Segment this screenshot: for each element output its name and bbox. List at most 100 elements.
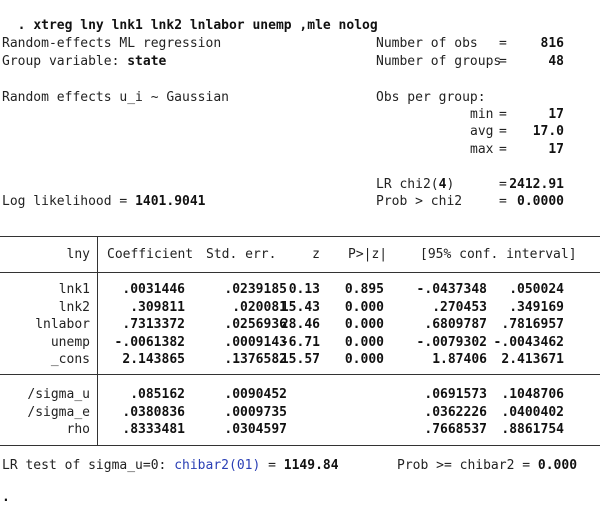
aux-row-label: /sigma_e <box>27 404 90 420</box>
ci-low-cell: .270453 <box>432 299 487 315</box>
prob-chi2-eq: = <box>499 194 507 209</box>
z-cell: 0.13 <box>288 282 320 297</box>
lr-chi2-label: LR chi2(4) <box>376 177 454 193</box>
col-header-ci: [95% conf. interval] <box>420 247 577 262</box>
row-label: unemp <box>50 334 90 350</box>
lr-test-label: LR test of sigma_u=0: <box>2 458 167 473</box>
ci-low-cell: .6809787 <box>424 317 487 333</box>
table-top-rule <box>0 236 600 237</box>
regression-title: Random-effects ML regression <box>2 36 222 51</box>
p-cell: 0.000 <box>344 334 384 350</box>
aux-row-label: rho <box>66 422 90 438</box>
lr-chi2-eq: = <box>499 177 507 192</box>
p-cell: 0.895 <box>344 282 384 297</box>
row-label: _cons <box>50 352 90 368</box>
coef-cell: -.0061382 <box>114 334 185 350</box>
random-effects-dist: Random effects u_i ~ Gaussian <box>2 90 229 105</box>
col-header-coef: Coefficient <box>107 247 194 262</box>
table-header-rule <box>0 272 600 273</box>
ci-high-cell: .349169 <box>509 299 564 315</box>
log-likelihood-label: Log likelihood = <box>2 194 128 209</box>
prob-chi2-label: Prob > chi2 <box>376 194 463 209</box>
max-eq: = <box>499 142 507 157</box>
ci-high-cell: .7816957 <box>501 317 564 333</box>
p-cell: 0.000 <box>344 352 384 368</box>
ci-high-cell: -.0043462 <box>493 334 564 350</box>
aux-ci-low-cell: .0362226 <box>424 404 487 420</box>
aux-se-cell: .0009735 <box>224 404 287 420</box>
nobs-value: 816 <box>540 36 564 51</box>
coef-cell: .7313372 <box>122 317 185 333</box>
se-cell: .0256936 <box>224 317 287 333</box>
command-line: . xtreg lny lnk1 lnk2 lnlabor unemp ,mle… <box>2 2 378 34</box>
table-bottom-rule <box>0 445 600 446</box>
p-cell: 0.000 <box>344 317 384 333</box>
aux-coef-cell: .8333481 <box>122 422 185 438</box>
table-vertical-rule <box>97 236 98 445</box>
command-prompt: . <box>17 18 26 33</box>
obs-per-group: Obs per group: <box>376 90 486 105</box>
ci-low-cell: 1.87406 <box>432 352 487 368</box>
aux-coef-cell: .0380836 <box>122 404 185 420</box>
group-variable-value: state <box>127 54 167 69</box>
col-header-z: z <box>312 247 320 262</box>
chibar-prob-label: Prob >= chibar2 = <box>397 458 531 473</box>
aux-coef-cell: .085162 <box>130 387 185 402</box>
max-value: 17 <box>548 142 564 157</box>
col-header-se: Std. err. <box>206 247 277 262</box>
ci-low-cell: -.0079302 <box>416 334 487 350</box>
col-header-p: P>|z| <box>348 247 388 262</box>
se-cell: .1376582 <box>224 352 287 368</box>
ngroups-eq: = <box>499 54 507 69</box>
group-variable-label: Group variable: <box>2 54 120 69</box>
coef-cell: .309811 <box>130 299 185 315</box>
row-label: lnlabor <box>35 317 90 333</box>
command-text: xtreg lny lnk1 lnk2 lnlabor unemp ,mle n… <box>33 18 378 33</box>
aux-ci-low-cell: .7668537 <box>424 422 487 438</box>
se-cell: .0009143 <box>224 334 287 350</box>
log-likelihood-value: 1401.9041 <box>135 194 206 209</box>
z-cell: 15.57 <box>280 352 320 368</box>
lr-chi2-df: 4 <box>438 177 447 192</box>
log-likelihood: Log likelihood = 1401.9041 <box>2 194 206 210</box>
avg-value: 17.0 <box>532 124 564 139</box>
aux-ci-high-cell: .1048706 <box>501 387 564 402</box>
chibar-link[interactable]: chibar2(01) <box>174 458 261 473</box>
ci-high-cell: 2.413671 <box>501 352 564 368</box>
group-variable: Group variable: state <box>2 54 166 70</box>
aux-se-cell: .0090452 <box>224 387 287 402</box>
lr-chi2-value: 2412.91 <box>509 177 564 192</box>
chibar-prob: Prob >= chibar2 = 0.000 <box>397 458 577 474</box>
chibar-eq: = <box>268 458 276 473</box>
lr-chi2-close: ) <box>446 177 455 192</box>
table-mid-rule <box>0 374 600 375</box>
aux-se-cell: .0304597 <box>224 422 287 438</box>
aux-ci-high-cell: .0400402 <box>501 404 564 420</box>
aux-ci-high-cell: .8861754 <box>501 422 564 438</box>
min-label: min <box>470 107 494 122</box>
p-cell: 0.000 <box>344 299 384 315</box>
avg-eq: = <box>499 124 507 139</box>
ngroups-label: Number of groups <box>376 54 502 69</box>
end-prompt: . <box>2 490 10 505</box>
aux-ci-low-cell: .0691573 <box>424 387 487 402</box>
lr-chi2-text: LR chi2( <box>376 177 439 192</box>
coef-cell: 2.143865 <box>122 352 185 368</box>
ngroups-value: 48 <box>548 54 564 69</box>
se-cell: .0239185 <box>224 282 287 297</box>
nobs-label: Number of obs <box>376 36 478 51</box>
lr-test-line: LR test of sigma_u=0: chibar2(01) = 1149… <box>2 458 339 474</box>
prob-chi2-value: 0.0000 <box>517 194 564 209</box>
se-cell: .020081 <box>232 299 287 315</box>
nobs-eq: = <box>499 36 507 51</box>
row-label: lnk1 <box>58 282 90 297</box>
avg-label: avg <box>470 124 494 139</box>
min-eq: = <box>499 107 507 122</box>
row-label: lnk2 <box>58 299 90 315</box>
depvar-header: lny <box>66 247 90 262</box>
coef-cell: .0031446 <box>122 282 185 297</box>
ci-low-cell: -.0437348 <box>416 282 487 297</box>
chibar-prob-value: 0.000 <box>537 458 578 473</box>
z-cell: -6.71 <box>280 334 320 350</box>
max-label: max <box>470 142 494 157</box>
